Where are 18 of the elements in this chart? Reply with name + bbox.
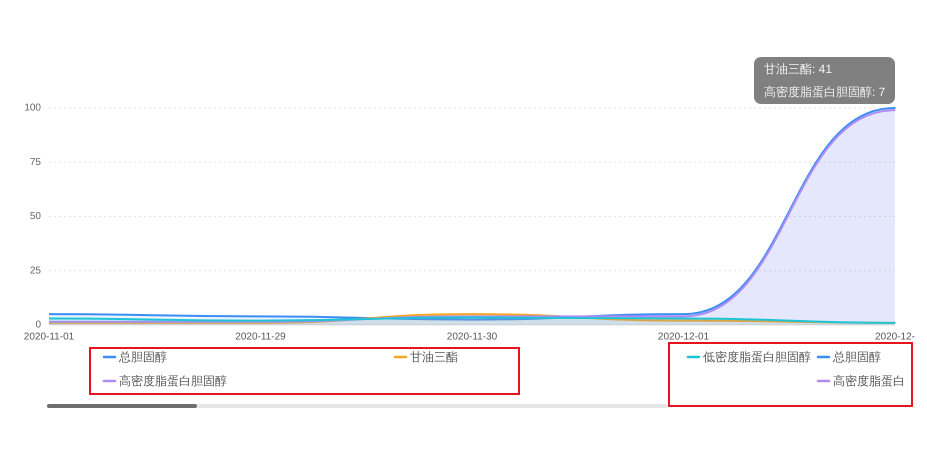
x-tick-label: 2020-11-30 xyxy=(446,332,498,342)
legend-label: 高密度脂蛋白胆固醇 xyxy=(119,374,227,388)
y-tick-label: 75 xyxy=(30,156,42,168)
y-tick-label: 25 xyxy=(30,265,42,276)
legend-label: 总胆固醇 xyxy=(118,350,167,364)
x-tick-label: 2020-11-01 xyxy=(24,332,75,342)
text: 甘油三酯: 41 xyxy=(764,62,832,76)
y-tick-label: 50 xyxy=(30,211,42,222)
text: 高密度脂蛋白胆固醇: 7 xyxy=(764,85,886,99)
x-tick-label: 2020-12- xyxy=(874,332,916,342)
legend-label: 甘油三酯 xyxy=(410,350,458,364)
legend-label: 总胆固醇 xyxy=(833,350,881,364)
y-tick-label: 0 xyxy=(35,320,42,330)
legend-label: 低密度脂蛋白胆固醇 xyxy=(703,350,811,364)
x-tick-label: 2020-11-29 xyxy=(235,332,286,342)
y-tick-label: 100 xyxy=(24,102,42,114)
x-tick-label: 2020-12-01 xyxy=(658,332,710,342)
legend-label: 高密度脂蛋白 xyxy=(833,374,905,388)
